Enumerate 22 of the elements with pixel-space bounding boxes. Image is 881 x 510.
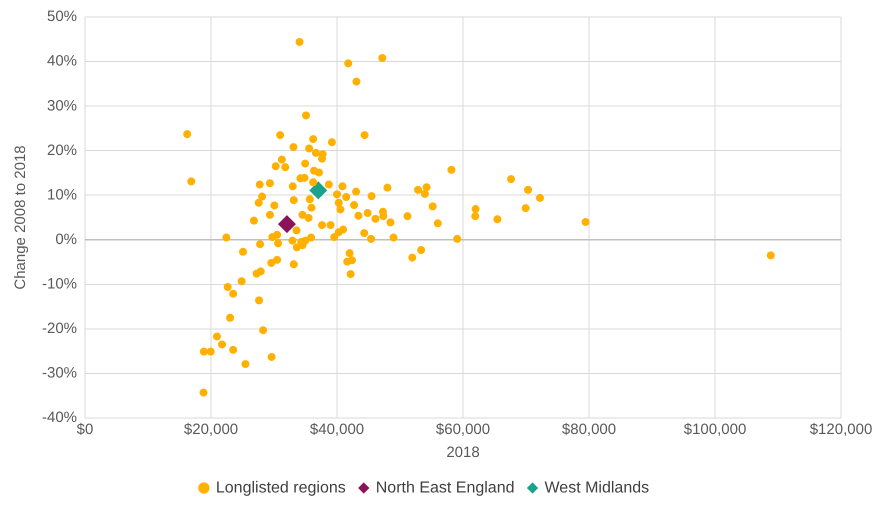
y-tick-label: 0% [55, 230, 78, 248]
x-tick-label: $60,000 [436, 421, 490, 438]
y-tick-label: -40% [42, 409, 78, 426]
y-tick-label: 20% [46, 142, 78, 159]
y-axis-title: Change 2008 to 2018 [12, 145, 30, 290]
x-tick-label: $0 [76, 421, 94, 438]
x-tick-label: $100,000 [684, 421, 746, 438]
x-axis-title: 2018 [446, 444, 480, 462]
y-tick-label: -30% [42, 364, 78, 382]
x-tick-label: $120,000 [810, 421, 872, 438]
legend-label: West Midlands [544, 479, 650, 496]
legend-label: Longlisted regions [216, 479, 346, 496]
y-tick-label: -20% [42, 320, 78, 338]
x-tick-label: $40,000 [310, 421, 364, 438]
x-tick-label: $80,000 [562, 421, 616, 438]
legend-label: North East England [376, 479, 514, 496]
y-tick-label: 30% [46, 97, 78, 114]
y-tick-label: 50% [46, 8, 78, 26]
y-tick-label: 40% [46, 52, 78, 70]
x-tick-label: $20,000 [184, 421, 238, 438]
y-tick-label: 10% [46, 186, 78, 204]
y-tick-label: -10% [42, 275, 78, 292]
